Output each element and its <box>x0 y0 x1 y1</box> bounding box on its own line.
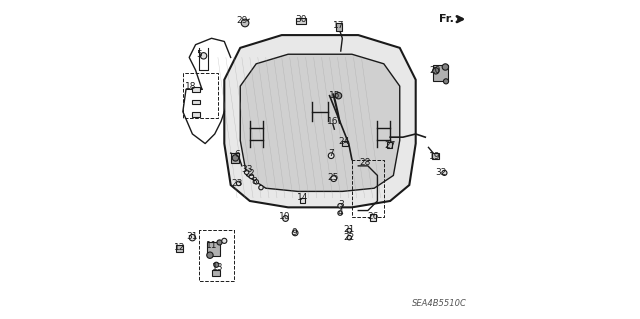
Text: 19: 19 <box>429 152 440 161</box>
Circle shape <box>259 185 263 190</box>
Text: 31: 31 <box>187 232 198 241</box>
Circle shape <box>207 252 213 258</box>
Text: 14: 14 <box>297 193 308 202</box>
Circle shape <box>328 153 334 159</box>
Circle shape <box>249 174 253 179</box>
Text: 24: 24 <box>339 137 349 146</box>
Circle shape <box>338 204 342 208</box>
Text: 4: 4 <box>338 208 344 217</box>
Text: SEA4B5510C: SEA4B5510C <box>412 299 467 308</box>
FancyBboxPatch shape <box>432 153 439 159</box>
FancyBboxPatch shape <box>342 141 348 146</box>
FancyBboxPatch shape <box>300 198 305 203</box>
Text: 25: 25 <box>327 173 339 182</box>
Text: 10: 10 <box>279 212 291 221</box>
FancyBboxPatch shape <box>370 214 376 221</box>
Text: 6: 6 <box>234 150 240 159</box>
PathPatch shape <box>240 54 400 191</box>
FancyBboxPatch shape <box>296 18 306 24</box>
Circle shape <box>444 79 449 84</box>
Circle shape <box>433 68 439 74</box>
Circle shape <box>221 238 227 243</box>
Text: 11: 11 <box>206 241 218 250</box>
FancyBboxPatch shape <box>191 100 200 105</box>
Text: 33: 33 <box>241 165 252 174</box>
FancyBboxPatch shape <box>212 270 220 276</box>
FancyBboxPatch shape <box>336 23 342 31</box>
Text: 32: 32 <box>436 168 447 177</box>
Text: 13: 13 <box>212 263 223 272</box>
Text: 15: 15 <box>328 91 340 100</box>
Text: 21: 21 <box>343 225 355 234</box>
Circle shape <box>244 170 249 174</box>
FancyBboxPatch shape <box>387 142 392 148</box>
Text: 2: 2 <box>248 169 254 178</box>
Circle shape <box>283 216 289 221</box>
Text: 17: 17 <box>333 21 345 30</box>
Circle shape <box>200 53 207 59</box>
Circle shape <box>214 262 219 267</box>
FancyBboxPatch shape <box>191 87 200 92</box>
FancyBboxPatch shape <box>176 245 183 252</box>
PathPatch shape <box>224 35 416 207</box>
Circle shape <box>331 176 337 182</box>
Circle shape <box>236 181 241 186</box>
Circle shape <box>442 64 449 70</box>
Text: 30: 30 <box>295 15 307 24</box>
Text: 22: 22 <box>343 233 355 242</box>
Circle shape <box>335 93 342 99</box>
Text: 26: 26 <box>367 212 378 221</box>
FancyBboxPatch shape <box>191 113 200 117</box>
Text: 23: 23 <box>232 179 243 188</box>
Text: 7: 7 <box>328 149 334 158</box>
Text: 12: 12 <box>174 243 186 252</box>
Circle shape <box>217 240 222 245</box>
Circle shape <box>442 170 447 175</box>
Circle shape <box>347 228 351 233</box>
FancyBboxPatch shape <box>207 242 220 256</box>
Text: 9: 9 <box>292 228 298 237</box>
Text: 29: 29 <box>236 16 248 25</box>
Text: 28: 28 <box>359 158 371 167</box>
FancyBboxPatch shape <box>232 153 239 163</box>
Text: 20: 20 <box>429 66 440 75</box>
Text: 8: 8 <box>252 177 257 186</box>
Text: 16: 16 <box>327 117 339 126</box>
Circle shape <box>254 180 259 184</box>
FancyBboxPatch shape <box>433 65 448 81</box>
Circle shape <box>347 235 351 240</box>
Circle shape <box>338 211 342 215</box>
Circle shape <box>241 19 249 27</box>
Circle shape <box>189 234 196 241</box>
Text: 3: 3 <box>338 200 344 209</box>
Circle shape <box>232 155 239 161</box>
Circle shape <box>292 230 298 236</box>
Text: 18: 18 <box>185 82 196 91</box>
Text: Fr.: Fr. <box>439 13 454 24</box>
Text: 27: 27 <box>385 141 396 150</box>
Text: 5: 5 <box>196 50 202 59</box>
